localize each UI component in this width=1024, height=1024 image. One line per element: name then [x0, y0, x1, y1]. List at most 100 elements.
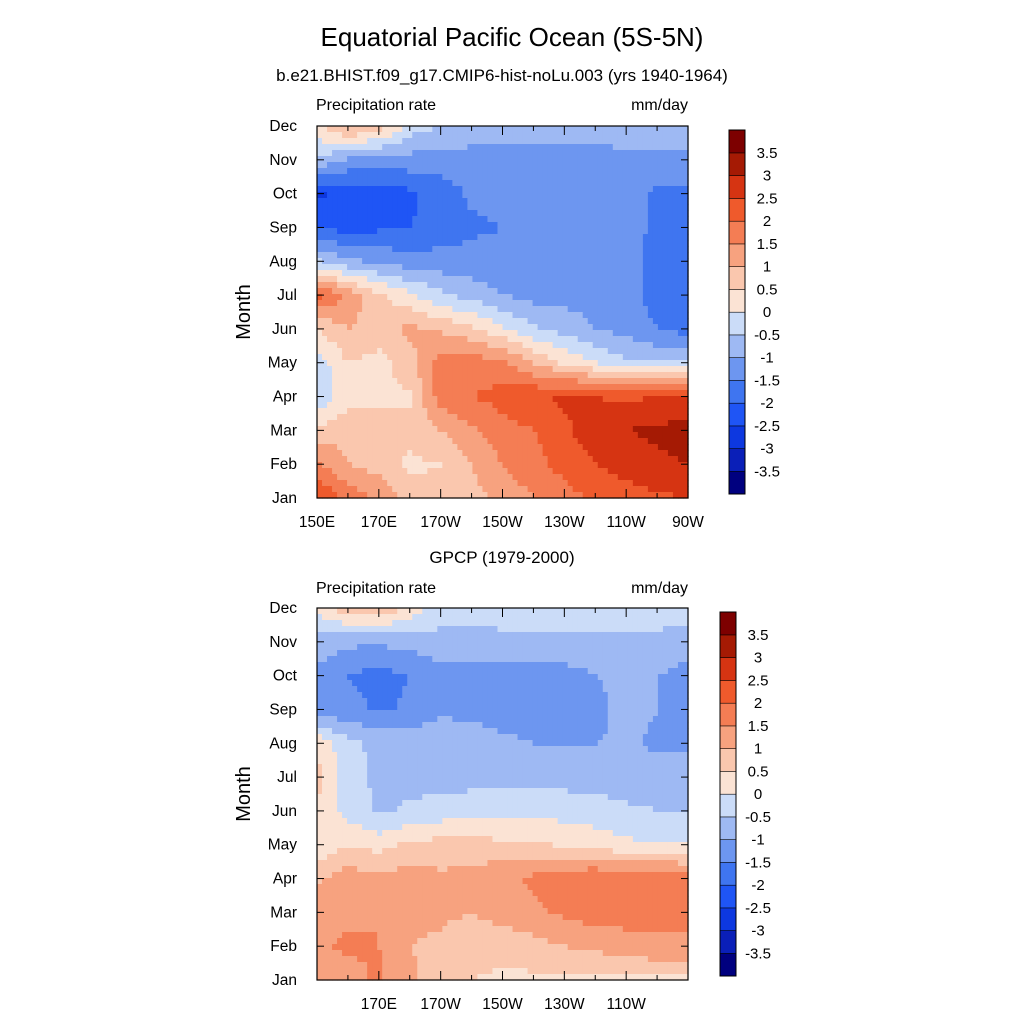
heatmap-cell: [392, 620, 398, 627]
heatmap-cell: [347, 144, 353, 151]
heatmap-cell: [522, 348, 529, 355]
heatmap-cell: [607, 408, 614, 415]
heatmap-cell: [637, 336, 644, 343]
heatmap-cell: [477, 126, 484, 133]
heatmap-cell: [562, 330, 569, 337]
heatmap-cell: [357, 192, 363, 199]
heatmap-cell: [352, 168, 358, 175]
heatmap-cell: [512, 240, 519, 247]
heatmap-cell: [337, 216, 343, 223]
heatmap-cell: [442, 390, 448, 397]
heatmap-cell: [327, 378, 333, 385]
heatmap-cell: [417, 336, 423, 343]
heatmap-cell: [467, 318, 474, 325]
heatmap-cell: [567, 270, 574, 277]
heatmap-cell: [467, 198, 474, 205]
heatmap-cell: [332, 162, 338, 169]
heatmap-cell: [572, 144, 579, 151]
heatmap-cell: [502, 384, 509, 391]
heatmap-cell: [357, 228, 363, 235]
heatmap-cell: [442, 626, 448, 633]
heatmap-cell: [592, 396, 599, 403]
heatmap-cell: [412, 300, 418, 307]
heatmap-cell: [457, 462, 463, 469]
heatmap-cell: [642, 174, 649, 181]
heatmap-cell: [367, 126, 373, 133]
heatmap-cell: [462, 480, 468, 487]
heatmap-cell: [442, 486, 448, 493]
heatmap-cell: [487, 626, 494, 633]
heatmap-cell: [502, 420, 509, 427]
heatmap-cell: [337, 294, 343, 301]
heatmap-cell: [397, 626, 403, 633]
heatmap-cell: [537, 168, 544, 175]
heatmap-cell: [552, 192, 559, 199]
heatmap-cell: [672, 156, 679, 163]
heatmap-cell: [557, 408, 564, 415]
heatmap-cell: [472, 150, 479, 157]
heatmap-cell: [382, 474, 388, 481]
heatmap-cell: [417, 378, 423, 385]
heatmap-cell: [562, 420, 569, 427]
heatmap-cell: [547, 330, 554, 337]
heatmap-cell: [447, 432, 453, 439]
heatmap-cell: [567, 474, 574, 481]
heatmap-cell: [477, 474, 484, 481]
heatmap-cell: [322, 126, 328, 133]
heatmap-cell: [397, 474, 403, 481]
heatmap-cell: [562, 408, 569, 415]
heatmap-cell: [572, 204, 579, 211]
heatmap-cell: [382, 132, 388, 139]
heatmap-cell: [542, 318, 549, 325]
heatmap-cell: [457, 240, 463, 247]
heatmap-cell: [602, 222, 609, 229]
heatmap-cell: [447, 396, 453, 403]
heatmap-cell: [362, 294, 368, 301]
heatmap-cell: [427, 258, 433, 265]
heatmap-cell: [677, 168, 684, 175]
heatmap-cell: [502, 354, 509, 361]
heatmap-cell: [682, 144, 689, 151]
heatmap-cell: [492, 174, 499, 181]
heatmap-cell: [597, 342, 604, 349]
heatmap-cell: [582, 210, 589, 217]
heatmap-cell: [412, 348, 418, 355]
heatmap-cell: [622, 186, 629, 193]
heatmap-cell: [637, 150, 644, 157]
heatmap-cell: [317, 192, 323, 199]
heatmap-cell: [467, 462, 474, 469]
heatmap-cell: [417, 468, 423, 475]
heatmap-cell: [447, 408, 453, 415]
heatmap-cell: [382, 228, 388, 235]
heatmap-cell: [672, 336, 679, 343]
heatmap-cell: [327, 438, 333, 445]
heatmap-cell: [587, 444, 594, 451]
heatmap-cell: [562, 366, 569, 373]
heatmap-cell: [552, 486, 559, 493]
heatmap-cell: [577, 264, 584, 271]
heatmap-cell: [642, 474, 649, 481]
heatmap-cell: [487, 608, 494, 615]
heatmap-cell: [432, 342, 438, 349]
heatmap-cell: [617, 228, 624, 235]
heatmap-cell: [327, 348, 333, 355]
heatmap-cell: [377, 336, 383, 343]
heatmap-cell: [427, 408, 433, 415]
heatmap-cell: [532, 480, 539, 487]
heatmap-cell: [657, 336, 664, 343]
heatmap-cell: [432, 174, 438, 181]
heatmap-cell: [587, 162, 594, 169]
heatmap-cell: [637, 432, 644, 439]
heatmap-cell: [562, 210, 569, 217]
heatmap-cell: [482, 210, 489, 217]
heatmap-cell: [612, 180, 619, 187]
heatmap-cell: [347, 444, 353, 451]
heatmap-cell: [492, 620, 499, 627]
heatmap-cell: [492, 264, 499, 271]
heatmap-cell: [327, 354, 333, 361]
heatmap-cell: [637, 366, 644, 373]
heatmap-cell: [667, 402, 674, 409]
heatmap-cell: [382, 138, 388, 145]
heatmap-cell: [562, 138, 569, 145]
heatmap-cell: [482, 306, 489, 313]
